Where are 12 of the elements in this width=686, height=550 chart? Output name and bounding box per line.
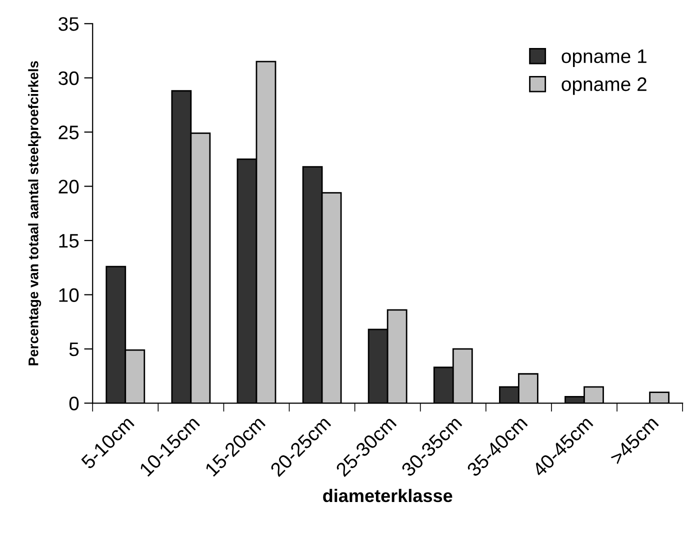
legend-label: opname 1 [562,50,646,67]
y-tick-label: 30 [58,71,79,86]
y-tick-label: 25 [58,126,79,140]
y-tick-label: 0 [69,396,79,410]
x-axis-title: diameterklasse [323,488,452,502]
y-tick-label: 20 [58,180,79,194]
y-axis-title: Percentage van totaal aantal steekproefcirkels [28,61,42,366]
y-tick-label: 10 [59,288,79,302]
legend-label: opname 2 [562,77,646,95]
y-tick-label: 15 [59,234,79,248]
y-tick-label: 5 [69,342,79,356]
y-tick-label: 35 [58,17,79,31]
